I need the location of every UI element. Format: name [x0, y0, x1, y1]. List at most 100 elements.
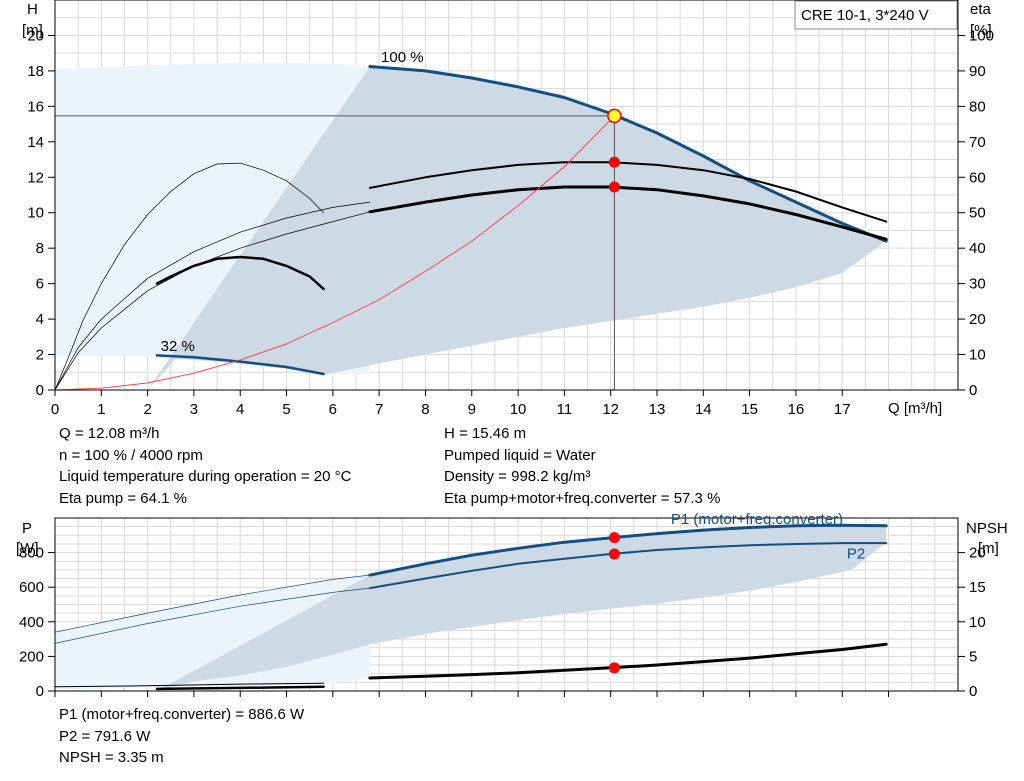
y-tick-label-right: 5	[969, 648, 977, 665]
x-tick-label: 4	[236, 401, 244, 418]
y-tick-label-right: 60	[969, 169, 986, 186]
info-eta-total: Eta pump+motor+freq.converter = 57.3 %	[444, 489, 721, 507]
y-tick-label-left: 16	[27, 98, 44, 115]
curve-p2-ext	[54, 587, 371, 644]
curve-annotation: 32 %	[161, 338, 195, 355]
x-tick-label: 3	[190, 401, 198, 418]
x-tick-label: 15	[741, 401, 758, 418]
power-y-label-right-1: NPSH	[966, 520, 1008, 537]
info-speed: n = 100 % / 4000 rpm	[59, 446, 203, 464]
head-ticks: 0246810121416182001020304050607080901000…	[27, 27, 994, 418]
y-tick-label-left: 4	[36, 311, 44, 328]
curve-p1	[368, 523, 888, 577]
curve-system	[54, 115, 615, 391]
y-tick-label-left: 600	[19, 579, 44, 596]
info-eta-pump: Eta pump = 64.1 %	[59, 489, 187, 507]
x-tick-label: 12	[602, 401, 619, 418]
y-tick-label-left: 18	[27, 63, 44, 80]
x-tick-label: 1	[97, 401, 105, 418]
x-tick-label: 16	[788, 401, 805, 418]
series-label: P1 (motor+freq.converter)	[671, 511, 843, 528]
x-tick-label: 8	[421, 401, 429, 418]
power-plot-frame	[54, 517, 959, 692]
power-marker	[608, 532, 620, 544]
y-tick-label-right: 10	[969, 347, 986, 364]
curve-eta-line-a	[54, 201, 371, 391]
curve-eta-line-b	[54, 211, 371, 391]
curve-eta-min	[155, 255, 325, 291]
power-y-label-left-2: [W]	[16, 540, 39, 557]
y-tick-label-left: 20	[27, 27, 44, 44]
y-tick-label-right: 10	[969, 614, 986, 631]
y-tick-label-right: 20	[969, 311, 986, 328]
power-ticks: 0 200 400 600 800 0 5 10 15 20	[19, 545, 986, 700]
curve-annotation: 100 %	[381, 49, 424, 66]
head-markers	[607, 108, 622, 193]
x-tick-label: 7	[375, 401, 383, 418]
info-density: Density = 998.2 kg/m³	[444, 468, 591, 485]
power-y-label-left-1: P	[22, 520, 32, 537]
y-tick-label-right: 15	[969, 579, 986, 596]
eta-marker	[608, 156, 620, 168]
power-y-label-right-2: [m]	[978, 540, 999, 557]
head-curves	[54, 65, 888, 391]
duty-info-right: H = 15.46 m Pumped liquid = Water Densit…	[444, 423, 720, 509]
x-tick-label: 10	[510, 401, 527, 418]
info-liquid-temp: Liquid temperature during operation = 20…	[59, 468, 352, 485]
curve-eta-ext	[368, 161, 888, 223]
y-tick-label-left: 0	[36, 683, 44, 700]
head-y-label-left-1: H	[27, 1, 38, 18]
curve-npsh-min	[54, 682, 325, 688]
info-h: H = 15.46 m	[444, 425, 527, 442]
y-tick-label-right: 40	[969, 240, 986, 257]
x-tick-label: 9	[468, 401, 476, 418]
info-q: Q = 12.08 m³/h	[59, 425, 160, 442]
x-tick-label: 6	[329, 401, 337, 418]
x-tick-label: 0	[51, 401, 59, 418]
series-label: P2	[847, 546, 865, 563]
curve-eta	[368, 185, 888, 241]
y-tick-label-left: 2	[36, 347, 44, 364]
power-marker	[608, 662, 620, 674]
curve-head-max	[368, 65, 888, 243]
duty-info-left: Q = 12.08 m³/h n = 100 % / 4000 rpm Liqu…	[59, 423, 351, 509]
curve-eta-min-ext	[54, 162, 324, 391]
y-tick-label-left: 0	[36, 382, 44, 399]
y-tick-label-left: 14	[27, 134, 44, 151]
y-tick-label-left: 200	[19, 648, 44, 665]
head-y-label-left-2: [m]	[22, 22, 43, 39]
info-npsh: NPSH = 3.35 m	[59, 749, 164, 766]
y-tick-label-right: 80	[969, 98, 986, 115]
head-chart: 0246810121416182001020304050607080901000…	[22, 0, 994, 418]
x-tick-label: 5	[282, 401, 290, 418]
curve-npsh-min2	[155, 685, 325, 691]
y-tick-label-right: 30	[969, 276, 986, 293]
x-tick-label: 14	[695, 401, 712, 418]
head-x-label: Q [m³/h]	[888, 400, 942, 417]
curve-head-min	[155, 354, 325, 376]
y-tick-label-left: 10	[27, 205, 44, 222]
info-p1: P1 (motor+freq.converter) = 886.6 W	[59, 706, 305, 723]
x-tick-label: 11	[557, 401, 573, 418]
y-tick-label-left: 12	[27, 169, 44, 186]
y-tick-label-left: 800	[19, 545, 44, 562]
y-tick-label-right: 100	[969, 27, 994, 44]
head-y-label-right-2: [%]	[970, 22, 992, 39]
info-pumped-liquid: Pumped liquid = Water	[444, 446, 596, 464]
y-tick-label-left: 6	[36, 276, 44, 293]
x-tick-label: 17	[834, 401, 851, 418]
y-tick-label-left: 8	[36, 240, 44, 257]
y-tick-label-right: 0	[969, 382, 977, 399]
y-tick-label-right: 0	[969, 683, 977, 700]
y-tick-label-right: 70	[969, 134, 986, 151]
power-chart: 0 200 400 600 800 0 5 10 15 20 P [W] NPSH [m] P1 …	[16, 511, 1008, 700]
power-envelope-dark	[156, 525, 887, 691]
head-plot-frame	[54, 0, 959, 391]
power-series-labels: P1 (motor+freq.converter) P2	[671, 511, 865, 563]
model-box-text: CRE 10-1, 3*240 V	[801, 7, 929, 24]
y-tick-label-left: 400	[19, 614, 44, 631]
head-annotations: 100 % 32 %	[161, 49, 424, 355]
power-info: P1 (motor+freq.converter) = 886.6 W P2 =…	[59, 704, 304, 769]
head-envelope-dark	[147, 66, 887, 390]
